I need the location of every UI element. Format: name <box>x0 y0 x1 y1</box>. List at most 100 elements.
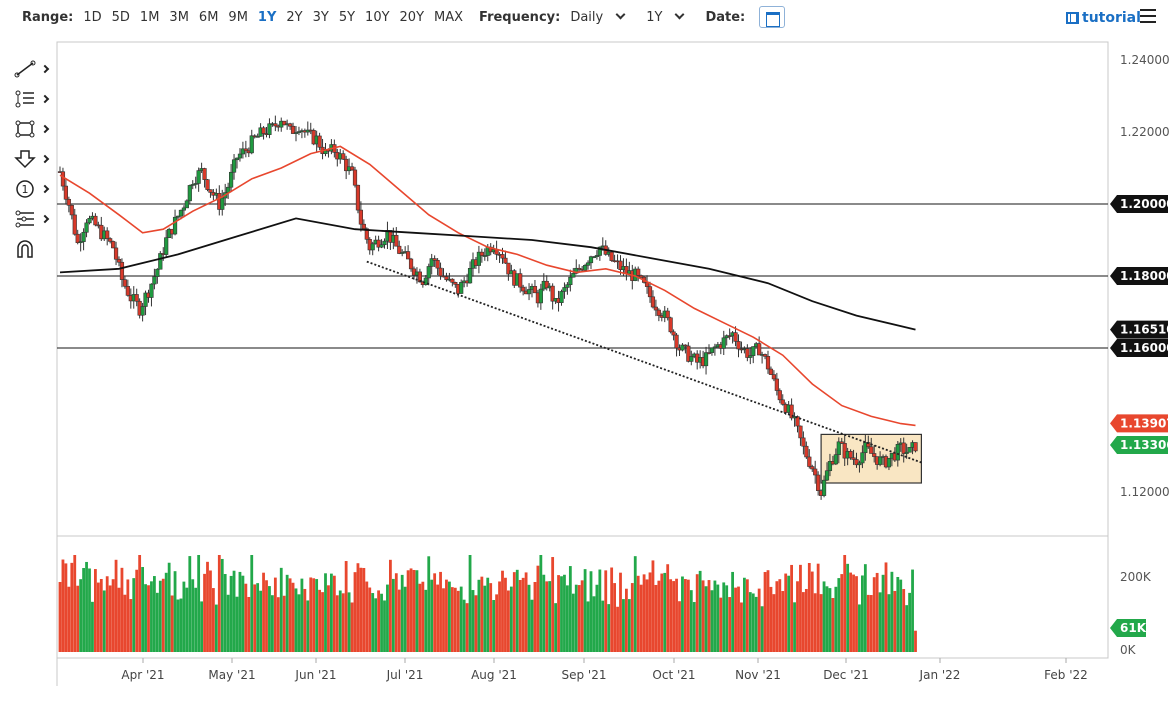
candle-body <box>63 185 68 200</box>
candle-body <box>842 443 847 459</box>
x-tick-label: Jan '22 <box>919 668 961 682</box>
volume-bar <box>515 569 519 652</box>
tutorial-link[interactable]: tutorial <box>1066 10 1141 26</box>
rectangle-tool[interactable] <box>14 114 54 144</box>
volume-bar <box>259 590 262 652</box>
x-tick-label: Jun '21 <box>294 668 336 682</box>
candle-body <box>518 273 523 288</box>
candle-body <box>155 268 160 277</box>
candle-body <box>683 344 688 347</box>
arrow-tool[interactable] <box>14 144 54 174</box>
volume-bar <box>675 578 678 652</box>
volume-bar <box>781 591 785 652</box>
candle-body <box>394 234 399 247</box>
volume-bar <box>176 599 180 652</box>
range-button-10y[interactable]: 10Y <box>365 9 390 25</box>
volume-bar <box>684 579 687 652</box>
range-button-1m[interactable]: 1M <box>139 9 160 25</box>
marker-tool[interactable]: 1 <box>14 174 54 204</box>
candle-body <box>665 310 670 319</box>
pitchfork-tool[interactable] <box>14 204 54 234</box>
volume-bar <box>120 567 124 652</box>
volume-bar <box>607 604 611 652</box>
candle-body <box>81 231 86 242</box>
range-button-5d[interactable]: 5D <box>111 9 130 25</box>
candle-body <box>765 356 771 370</box>
candle-body <box>848 451 853 459</box>
volume-bar <box>471 590 475 652</box>
volume-bar <box>391 578 395 652</box>
candle-body <box>69 204 74 216</box>
volume-bar <box>512 572 516 652</box>
range-button-1y[interactable]: 1Y <box>257 9 277 25</box>
candle-body <box>175 215 181 218</box>
volume-bar <box>666 564 670 652</box>
range-button-3m[interactable]: 3M <box>169 9 189 25</box>
range-button-max[interactable]: MAX <box>434 9 464 25</box>
frequency-value: Daily <box>570 9 604 25</box>
volume-bar <box>389 559 392 652</box>
range-button-5y[interactable]: 5Y <box>338 9 356 25</box>
volume-bar <box>598 569 602 652</box>
candle-body <box>901 442 906 454</box>
volume-bar <box>318 589 321 652</box>
volume-bar <box>309 577 313 652</box>
volume-bar <box>477 579 481 652</box>
volume-bar <box>161 578 165 652</box>
volume-bar <box>188 556 192 652</box>
arrow-down-tool-icon <box>14 150 36 169</box>
candle-body <box>526 289 532 295</box>
menu-icon[interactable] <box>1140 9 1156 23</box>
volume-bar <box>619 572 622 652</box>
volume-bar <box>893 590 897 652</box>
range-button-6m[interactable]: 6M <box>198 9 219 25</box>
ma-50-line <box>59 145 916 427</box>
candle-body <box>877 456 883 465</box>
candle-body <box>143 292 148 307</box>
volume-bar <box>716 584 720 652</box>
volume-bar <box>802 592 805 652</box>
volume-bar <box>881 574 885 652</box>
range-button-9m[interactable]: 9M <box>228 9 248 25</box>
range-button-1d[interactable]: 1D <box>83 9 102 25</box>
candle-body <box>653 306 658 311</box>
volume-bar <box>102 590 106 652</box>
magnet-tool[interactable] <box>14 234 54 264</box>
volume-bar <box>492 600 496 652</box>
candle-body <box>674 334 679 349</box>
volume-last-label: 61K <box>1120 621 1147 635</box>
candle-body <box>857 462 862 466</box>
volume-bar <box>371 593 375 652</box>
volume-bar <box>465 603 469 652</box>
volume-bar <box>524 572 528 652</box>
range-button-20y[interactable]: 20Y <box>399 9 425 25</box>
volume-bar <box>648 572 652 652</box>
volume-bar <box>819 594 823 652</box>
volume-bar <box>560 576 563 652</box>
candle-body <box>571 273 576 278</box>
volume-bar <box>884 562 888 652</box>
volume-bar <box>577 585 581 652</box>
candle-body <box>408 258 414 270</box>
price-tag-label: 1.13306 <box>1120 438 1175 452</box>
volume-bar <box>117 587 121 652</box>
volume-bar <box>849 572 852 652</box>
calendar-icon[interactable] <box>759 6 786 28</box>
period-dropdown[interactable]: 1Y <box>646 9 685 25</box>
candle-body <box>860 452 865 464</box>
trendline-tool[interactable] <box>14 54 54 84</box>
candle-body <box>237 153 243 159</box>
volume-bar <box>636 575 640 652</box>
volume-bar <box>536 565 540 652</box>
volume-bar <box>869 595 873 652</box>
volume-bar <box>114 559 118 652</box>
range-button-2y[interactable]: 2Y <box>286 9 303 25</box>
volume-bar <box>182 581 186 652</box>
volume-bar <box>837 578 841 652</box>
fibonacci-tool[interactable] <box>14 84 54 114</box>
frequency-dropdown[interactable]: Daily <box>570 9 626 25</box>
range-button-3y[interactable]: 3Y <box>312 9 329 25</box>
volume-bar <box>775 581 779 652</box>
volume-bar <box>94 569 97 652</box>
